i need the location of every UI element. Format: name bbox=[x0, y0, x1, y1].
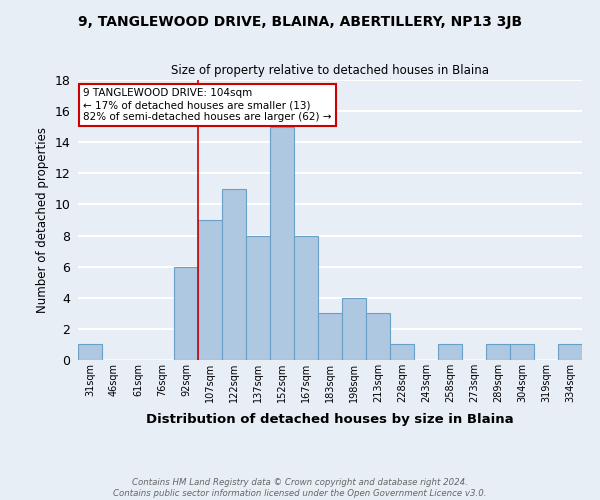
Bar bbox=[222, 189, 246, 360]
X-axis label: Distribution of detached houses by size in Blaina: Distribution of detached houses by size … bbox=[146, 414, 514, 426]
Bar bbox=[558, 344, 582, 360]
Bar bbox=[438, 344, 462, 360]
Bar bbox=[366, 314, 390, 360]
Bar bbox=[174, 266, 198, 360]
Bar bbox=[246, 236, 270, 360]
Text: 9, TANGLEWOOD DRIVE, BLAINA, ABERTILLERY, NP13 3JB: 9, TANGLEWOOD DRIVE, BLAINA, ABERTILLERY… bbox=[78, 15, 522, 29]
Text: Contains HM Land Registry data © Crown copyright and database right 2024.
Contai: Contains HM Land Registry data © Crown c… bbox=[113, 478, 487, 498]
Text: 9 TANGLEWOOD DRIVE: 104sqm
← 17% of detached houses are smaller (13)
82% of semi: 9 TANGLEWOOD DRIVE: 104sqm ← 17% of deta… bbox=[83, 88, 332, 122]
Title: Size of property relative to detached houses in Blaina: Size of property relative to detached ho… bbox=[171, 64, 489, 78]
Bar bbox=[342, 298, 366, 360]
Bar bbox=[198, 220, 222, 360]
Bar bbox=[510, 344, 534, 360]
Bar bbox=[78, 344, 102, 360]
Y-axis label: Number of detached properties: Number of detached properties bbox=[36, 127, 49, 313]
Bar bbox=[270, 126, 294, 360]
Bar bbox=[318, 314, 342, 360]
Bar bbox=[390, 344, 414, 360]
Bar bbox=[294, 236, 318, 360]
Bar bbox=[486, 344, 510, 360]
